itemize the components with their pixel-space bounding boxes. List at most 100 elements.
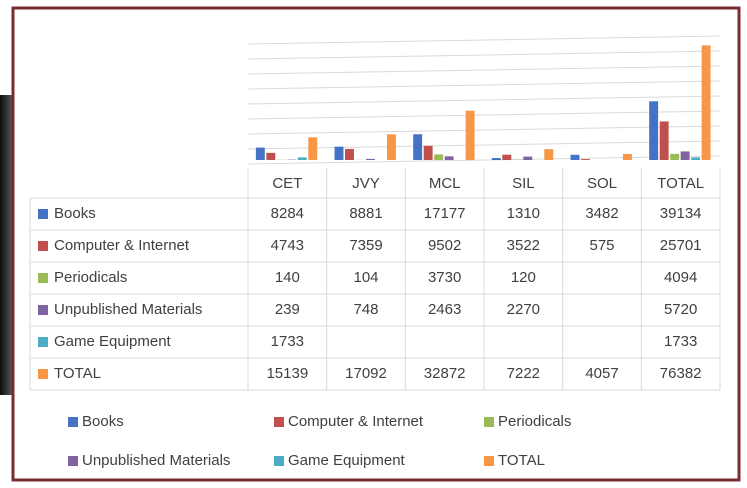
bar xyxy=(659,121,669,160)
bar xyxy=(423,145,433,160)
table-value: 3522 xyxy=(507,237,540,254)
table-value: 1310 xyxy=(507,205,540,222)
series-label: Periodicals xyxy=(54,269,127,286)
series-label: Game Equipment xyxy=(54,333,172,350)
legend-label: Game Equipment xyxy=(288,452,406,469)
legend-key xyxy=(38,337,48,347)
legend: Books Computer & Internet Periodicals Unpub… xyxy=(68,413,571,469)
grid-line xyxy=(247,155,721,165)
table-value: 4094 xyxy=(664,269,697,286)
table-value: 25701 xyxy=(660,237,702,254)
table-value: 1733 xyxy=(271,333,304,350)
bar xyxy=(266,152,276,160)
bar xyxy=(570,154,580,160)
table-value: 7359 xyxy=(349,237,382,254)
table-value: 3730 xyxy=(428,269,461,286)
table-value: 7222 xyxy=(507,365,540,382)
table-value: 2270 xyxy=(507,301,540,318)
bar xyxy=(465,110,475,160)
category-label: SIL xyxy=(512,175,535,192)
legend-label: Computer & Internet xyxy=(288,413,424,430)
table-value: 2463 xyxy=(428,301,461,318)
bar xyxy=(523,156,533,160)
legend-key xyxy=(274,417,284,427)
data-table: CET JVY MCL SIL SOL TOTAL Books 8284 8881 17177 13… xyxy=(29,168,721,391)
table-value: 17177 xyxy=(424,205,466,222)
bar xyxy=(386,134,396,160)
bar xyxy=(581,159,590,160)
category-label: SOL xyxy=(587,175,617,192)
bar xyxy=(345,148,354,160)
series-label: Books xyxy=(54,205,96,222)
bar xyxy=(297,157,307,160)
grid-line xyxy=(247,110,721,120)
table-value: 8881 xyxy=(349,205,382,222)
table-value: 4743 xyxy=(271,237,304,254)
bar xyxy=(680,151,690,160)
table-value: 4057 xyxy=(585,365,618,382)
bar xyxy=(491,158,501,160)
legend-key xyxy=(274,456,284,466)
grid-line xyxy=(247,80,721,90)
table-value: 575 xyxy=(589,237,614,254)
table-value: 76382 xyxy=(660,365,702,382)
bar xyxy=(255,147,265,160)
grid-line xyxy=(247,50,721,60)
category-label: MCL xyxy=(429,175,461,192)
grid-line xyxy=(247,95,721,105)
bar xyxy=(413,134,423,160)
grid xyxy=(247,35,721,165)
legend-key xyxy=(68,417,78,427)
category-label: CET xyxy=(272,175,302,192)
legend-label: Unpublished Materials xyxy=(82,452,230,469)
legend-key xyxy=(484,456,494,466)
table-value: 32872 xyxy=(424,365,466,382)
legend-key xyxy=(38,273,48,283)
bar xyxy=(444,156,454,160)
series-label: TOTAL xyxy=(54,365,101,382)
category-label: JVY xyxy=(352,175,380,192)
bar xyxy=(334,146,344,160)
bar xyxy=(544,149,554,160)
legend-key xyxy=(38,209,48,219)
table-value: 1733 xyxy=(664,333,697,350)
legend-key xyxy=(38,305,48,315)
category-label: TOTAL xyxy=(657,175,704,192)
legend-key xyxy=(484,417,494,427)
table-value: 120 xyxy=(511,269,536,286)
bar xyxy=(691,157,701,160)
table-value: 3482 xyxy=(585,205,618,222)
bar xyxy=(670,153,680,160)
grid-line xyxy=(247,35,721,45)
table-value: 9502 xyxy=(428,237,461,254)
table-value: 17092 xyxy=(345,365,387,382)
legend-key xyxy=(38,369,48,379)
legend-label: TOTAL xyxy=(498,452,545,469)
table-value: 748 xyxy=(353,301,378,318)
bar xyxy=(308,137,318,160)
table-value: 104 xyxy=(353,269,378,286)
grid-line xyxy=(247,125,721,135)
bar xyxy=(622,153,632,160)
bar xyxy=(502,154,512,160)
table-value: 15139 xyxy=(266,365,308,382)
bar xyxy=(649,101,659,160)
bar xyxy=(434,154,444,160)
bar xyxy=(366,158,375,160)
legend-key xyxy=(38,241,48,251)
legend-label: Periodicals xyxy=(498,413,571,430)
table-value: 140 xyxy=(275,269,300,286)
table-value: 239 xyxy=(275,301,300,318)
series-label: Computer & Internet xyxy=(54,237,190,254)
bar xyxy=(701,45,711,160)
table-value: 39134 xyxy=(660,205,702,222)
table-value: 5720 xyxy=(664,301,697,318)
legend-key xyxy=(68,456,78,466)
bars xyxy=(255,45,711,160)
grid-line xyxy=(247,65,721,75)
table-value: 8284 xyxy=(271,205,304,222)
series-label: Unpublished Materials xyxy=(54,301,202,318)
grid-line xyxy=(247,140,721,150)
